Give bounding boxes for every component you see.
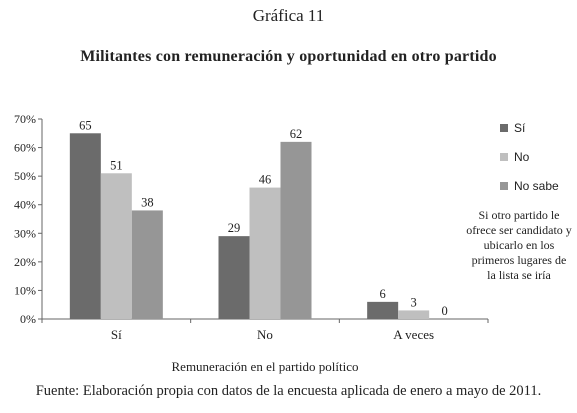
figure-label: Gráfica 11 — [252, 6, 325, 25]
y-tick-label: 20% — [14, 255, 36, 269]
bar — [367, 301, 399, 319]
legend-swatch-no-sabe — [500, 182, 508, 190]
x-tick-label: A veces — [393, 327, 434, 342]
y-tick-label: 40% — [14, 198, 36, 212]
data-label: 51 — [110, 158, 123, 172]
bar — [131, 210, 163, 319]
legend-item-no: No — [500, 150, 559, 164]
bar — [249, 187, 281, 319]
chart-legend: Sí No No sabe — [500, 121, 559, 208]
data-label: 62 — [290, 127, 303, 141]
legend-swatch-no — [500, 153, 508, 161]
bar — [398, 310, 430, 319]
data-label: 6 — [380, 287, 386, 301]
data-label: 38 — [141, 195, 154, 209]
legend-item-si: Sí — [500, 121, 559, 135]
y-tick-label: 60% — [14, 141, 36, 155]
data-label: 46 — [259, 173, 272, 187]
chart-annotation: Si otro partido le ofrece ser candidato … — [466, 208, 572, 282]
y-tick-label: 70% — [14, 112, 36, 126]
y-tick-label: 0% — [20, 312, 36, 326]
bar — [280, 141, 312, 319]
data-label: 3 — [411, 295, 417, 309]
y-tick-label: 50% — [14, 169, 36, 183]
legend-label-no: No — [514, 150, 530, 164]
x-tick-label: Sí — [111, 327, 122, 342]
bar — [100, 173, 132, 319]
bar — [218, 236, 250, 319]
data-label: 0 — [442, 304, 448, 318]
data-label: 29 — [228, 221, 241, 235]
y-tick-label: 10% — [14, 283, 36, 297]
legend-label-no-sabe: No sabe — [514, 179, 559, 193]
x-axis-title: Remuneración en el partido político — [172, 359, 359, 374]
legend-swatch-si — [500, 124, 508, 132]
legend-item-no-sabe: No sabe — [500, 179, 559, 193]
legend-label-si: Sí — [514, 121, 526, 135]
x-tick-label: No — [257, 327, 273, 342]
y-tick-label: 30% — [14, 226, 36, 240]
source-note: Fuente: Elaboración propia con datos de … — [35, 383, 542, 399]
data-label: 65 — [79, 118, 92, 132]
chart-title: Militantes con remuneración y oportunida… — [80, 48, 497, 65]
bar — [69, 133, 101, 319]
